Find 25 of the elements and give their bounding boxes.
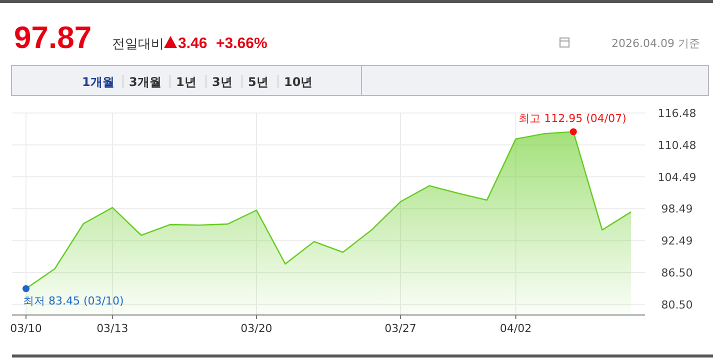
y-tick-label: 116.48 <box>658 107 696 120</box>
x-tick-label: 03/27 <box>384 322 416 335</box>
y-tick-label: 110.48 <box>658 138 696 152</box>
text: 2026.04.09 기준 <box>612 37 700 50</box>
annotation: 최저 83.45 (03/10) <box>23 294 124 308</box>
y-tick-label: 86.50 <box>661 266 693 280</box>
text: 1개월 <box>82 75 114 89</box>
x-tick-label: 03/10 <box>10 322 42 335</box>
text: 전일대비 <box>112 37 164 52</box>
x-tick-label: 03/20 <box>240 322 272 335</box>
text: 1년 <box>176 75 196 89</box>
x-tick-label: 03/13 <box>96 322 128 335</box>
text: +3.66% <box>216 35 268 52</box>
y-tick-label: 104.49 <box>658 170 696 184</box>
text: 10년 <box>284 75 313 89</box>
annotation: 최고 112.95 (04/07) <box>518 112 626 125</box>
text: 3년 <box>212 75 232 89</box>
text: 5년 <box>248 75 268 89</box>
text: 3개월 <box>129 75 162 89</box>
text: 3.46 <box>178 35 208 52</box>
chart-title: 97.87 <box>14 20 92 55</box>
y-tick-label: 98.49 <box>661 202 693 216</box>
y-tick-label: 80.50 <box>661 298 693 312</box>
y-tick-label: 92.49 <box>661 234 693 248</box>
x-tick-label: 04/02 <box>500 322 532 335</box>
